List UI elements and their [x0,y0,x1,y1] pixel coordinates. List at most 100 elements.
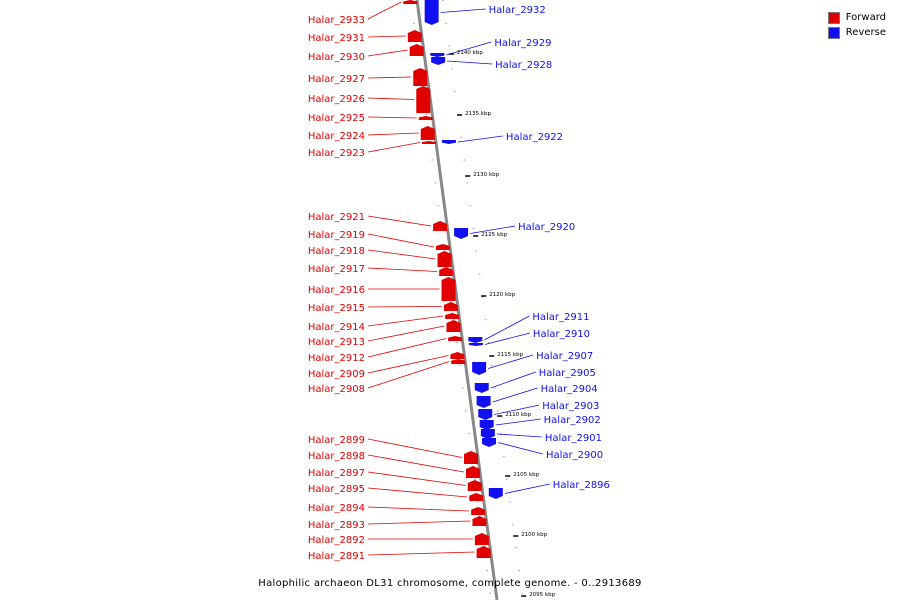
forward-gene [471,507,486,515]
gene-connector [367,315,444,327]
forward-gene [467,480,482,491]
gene-label: Halar_2910 [533,329,590,340]
gene-label: Halar_2923 [308,148,365,159]
gene-connector [367,325,445,342]
gene-connector [446,41,492,56]
gene-label: Halar_2922 [506,132,563,143]
reverse-gene [454,228,469,239]
gene-label: Halar_2905 [539,368,596,379]
reverse-gene [472,362,487,375]
scale-tick-label: 2135 kbp [465,111,491,117]
gene-connector [457,135,503,143]
scale-tick-label: 2100 kbp [521,532,547,538]
gene-label: Halar_2891 [308,551,365,562]
forward-gene [450,352,465,359]
gene-connector [504,483,550,494]
forward-gene [435,244,450,250]
gene-connector [367,267,438,272]
legend-reverse-label: Reverse [845,27,886,38]
gene-connector [367,97,415,100]
forward-gene [433,221,448,231]
forward-gene [464,451,478,464]
forward-gene [416,86,431,113]
forward-gene [441,277,456,301]
legend-reverse: Reverse [827,25,886,40]
gene-label: Halar_2933 [308,15,365,26]
forward-gene [445,313,460,319]
forward-gene [448,336,463,341]
gene-label: Halar_2899 [308,435,365,446]
gene-label: Halar_2895 [308,484,365,495]
map-caption: Halophilic archaeon DL31 chromosome, com… [258,578,642,589]
gene-connector [470,225,516,234]
gene-label: Halar_2925 [308,113,365,124]
reverse-swatch [827,26,840,39]
scale-tick-label: 2110 kbp [505,412,531,418]
gene-connector [495,418,541,426]
forward-gene [472,516,487,526]
forward-gene [422,141,436,144]
gene-connector [367,1,402,20]
forward-gene [451,359,466,364]
gene-label: Halar_2930 [308,52,365,63]
reverse-gene [430,53,445,57]
gene-connector [484,315,530,341]
gene-connector [490,371,536,389]
gene-connector [367,551,475,556]
scale-tick-label: 2130 kbp [473,172,499,178]
gene-connector [367,487,468,498]
forward-gene [420,126,435,140]
reverse-gene [424,0,439,25]
scale-tick-label: 2115 kbp [497,352,523,358]
forward-gene [439,267,454,276]
forward-gene [446,320,461,332]
gene-label: Halar_2928 [495,60,552,71]
reverse-gene [468,343,483,346]
gene-connector [488,354,534,369]
gene-connector [367,233,435,248]
gene-label: Halar_2918 [308,246,365,257]
gene-connector [494,404,540,415]
gene-label: Halar_2908 [308,384,365,395]
forward-gene [407,30,422,42]
gene-label: Halar_2929 [494,38,551,49]
forward-gene [409,44,424,56]
scale-tick-label: 2120 kbp [489,292,515,298]
forward-gene [443,302,458,311]
gene-connector [367,132,419,136]
gene-label: Halar_2912 [308,353,365,364]
gene-connector [484,332,531,345]
gene-connector [367,49,408,57]
gene-connector [367,215,432,227]
gene-label: Halar_2924 [308,131,365,142]
gene-connector [367,116,417,119]
reverse-gene [476,396,491,408]
gene-label: Halar_2902 [544,415,601,426]
reverse-gene [468,337,483,343]
reverse-gene [431,57,446,65]
gene-connector [367,438,463,458]
gene-connector [367,355,449,374]
gene-connector [367,249,436,260]
gene-label: Halar_2893 [308,520,365,531]
reverse-gene [478,409,493,420]
forward-gene [403,0,418,4]
gene-label: Halar_2917 [308,264,365,275]
gene-connector [367,520,471,525]
gene-label: Halar_2916 [308,285,365,296]
gene-label: Halar_2926 [308,94,365,105]
gene-connector [367,361,450,389]
gene-label: Halar_2932 [489,5,546,16]
gene-connector [497,442,544,455]
reverse-gene [482,438,496,447]
gene-label: Halar_2901 [545,433,602,444]
gene-label: Halar_2897 [308,468,365,479]
reverse-gene [441,140,456,144]
forward-gene [474,533,489,545]
legend-forward-label: Forward [845,12,886,23]
scale-tick-label: 2125 kbp [481,232,507,238]
forward-gene [413,68,428,86]
gene-label: Halar_2892 [308,535,365,546]
